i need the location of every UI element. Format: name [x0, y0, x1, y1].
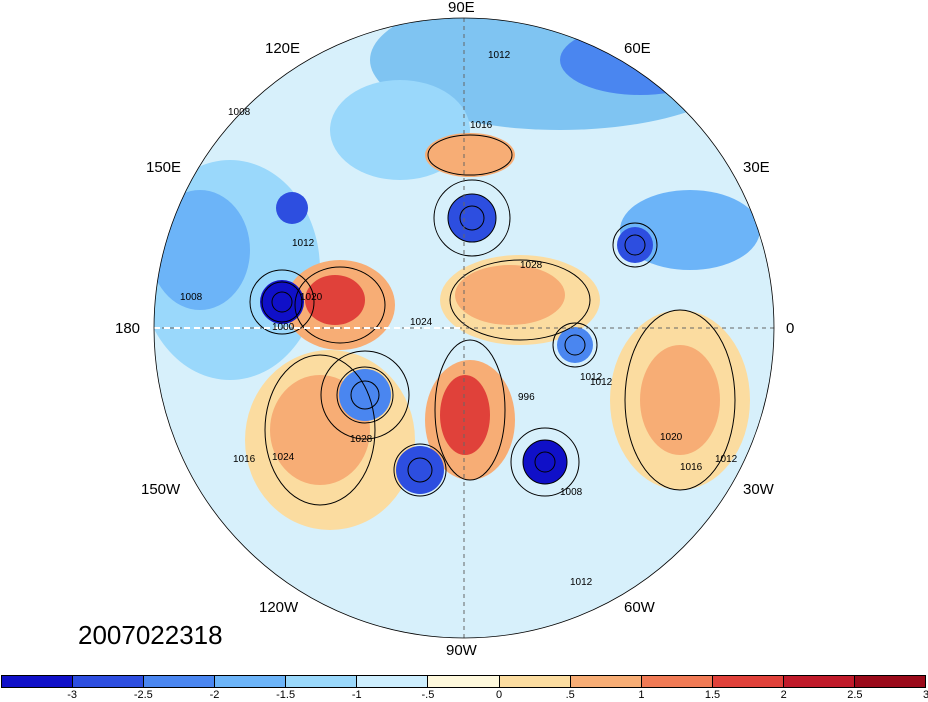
contour-label: 1020 — [660, 432, 683, 443]
lon-label-30e: 30E — [743, 159, 770, 176]
colorbar-swatch — [357, 676, 429, 687]
contour-label: 1012 — [570, 577, 593, 588]
lon-label-150w: 150W — [141, 481, 181, 498]
lon-label-30w: 30W — [743, 481, 774, 498]
timestamp-label: 2007022318 — [78, 620, 223, 650]
contour-label: 1008 — [180, 292, 203, 303]
colorbar-swatch — [215, 676, 287, 687]
contour-label: 1012 — [590, 377, 613, 388]
colorbar-swatch — [286, 676, 358, 687]
contour-label: 1012 — [488, 50, 511, 61]
contour-label: 1016 — [680, 462, 703, 473]
colorbar-tick-label: -2 — [209, 689, 220, 701]
contour-label: 1016 — [470, 120, 493, 131]
contour-label: 1012 — [580, 372, 603, 383]
colorbar-swatch — [783, 676, 855, 687]
anomaly-field — [154, 18, 760, 530]
pressure-contours — [249, 134, 736, 506]
colorbar-tick-label: .5 — [565, 689, 575, 701]
lon-label-90e: 90E — [448, 0, 475, 16]
contour-label: 1016 — [233, 454, 256, 465]
colorbar-swatch — [144, 676, 216, 687]
colorbar — [1, 675, 926, 688]
contour-labels: 1012 1016 1008 1012 1008 1000 1020 1028 1024 1016… — [180, 50, 738, 588]
colorbar-tick-label: -3 — [67, 689, 78, 701]
colorbar-tick-label: 1 — [638, 689, 645, 701]
colorbar-tick-label: -1.5 — [276, 689, 296, 701]
contour-label: 1008 — [228, 107, 251, 118]
contour-label: 1012 — [292, 238, 315, 249]
colorbar-swatch — [73, 676, 145, 687]
lon-label-120w: 120W — [259, 599, 299, 616]
contour-label: 1012 — [715, 454, 738, 465]
colorbar-tick-label: 1.5 — [704, 689, 721, 701]
contour-label: 1024 — [272, 452, 295, 463]
contour-label: 1024 — [410, 317, 433, 328]
colorbar-tick-label: -1 — [351, 689, 362, 701]
colorbar-swatch — [854, 676, 926, 687]
lon-label-90w: 90W — [446, 642, 477, 659]
colorbar-swatch — [641, 676, 713, 687]
lon-label-120e: 120E — [265, 40, 301, 57]
contour-label: 1020 — [300, 292, 323, 303]
contour-label: 996 — [518, 392, 535, 403]
colorbar-tick-label: 3 — [922, 689, 928, 701]
colorbar-swatch — [2, 676, 74, 687]
contour-label: 1028 — [350, 434, 373, 445]
colorbar-tick-label: 0 — [496, 689, 503, 701]
contour-label: 1000 — [272, 322, 295, 333]
lon-label-60e: 60E — [624, 40, 651, 57]
lon-label-180: 180 — [115, 320, 141, 337]
contour-label: 1028 — [520, 260, 543, 271]
lon-label-150e: 150E — [146, 159, 182, 176]
map-border — [153, 17, 775, 639]
colorbar-swatch — [712, 676, 784, 687]
colorbar-swatch — [499, 676, 571, 687]
colorbar-swatch — [570, 676, 642, 687]
contour-label: 1008 — [560, 487, 583, 498]
colorbar-tick-label: -2.5 — [133, 689, 153, 701]
colorbar-tick-label: 2.5 — [847, 689, 863, 701]
colorbar-tick-label: 2 — [780, 689, 787, 701]
colorbar-swatch — [428, 676, 500, 687]
lon-label-60w: 60W — [624, 599, 655, 616]
lon-label-0: 0 — [786, 320, 795, 337]
colorbar-tick-label: -.5 — [421, 689, 435, 701]
